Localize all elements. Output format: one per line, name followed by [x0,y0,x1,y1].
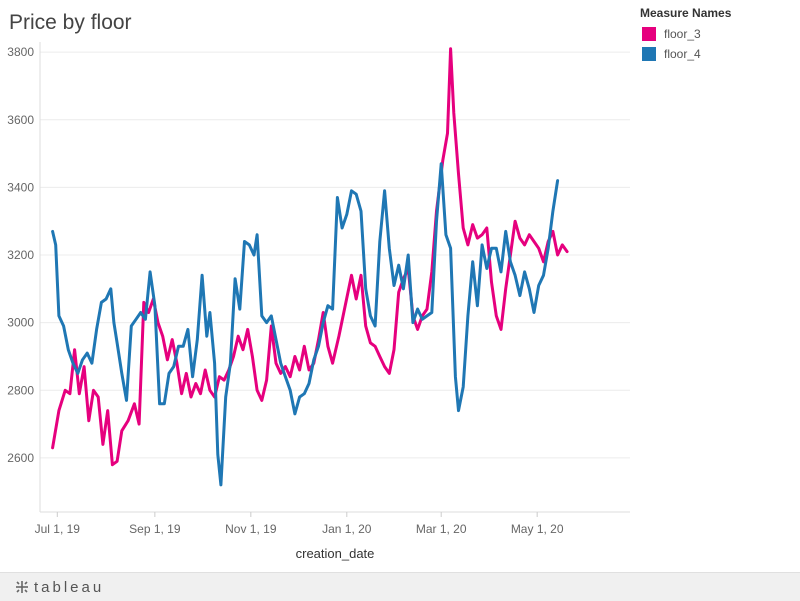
tableau-logo[interactable]: tableau [14,579,104,596]
y-tick-label: 2800 [7,383,34,397]
legend-title: Measure Names [640,6,732,20]
tableau-wordmark: tableau [34,578,105,596]
legend: Measure Names floor_3 floor_4 [640,6,790,64]
y-tick-label: 3000 [7,316,34,330]
legend-label-floor-4: floor_4 [664,47,701,61]
y-tick-label: 3600 [7,113,34,127]
y-tick-label: 3200 [7,248,34,262]
legend-swatch-floor-4 [642,47,656,61]
legend-item-floor-4[interactable]: floor_4 [640,44,790,64]
legend-item-floor-3[interactable]: floor_3 [640,24,790,44]
x-axis-title: creation_date [296,546,375,561]
y-tick-label: 3400 [7,180,34,194]
legend-label-floor-3: floor_3 [664,27,701,41]
x-tick-label: Jul 1, 19 [35,522,81,536]
tableau-mark-icon [16,581,28,593]
y-tick-label: 3800 [7,45,34,59]
x-tick-label: Mar 1, 20 [416,522,467,536]
x-tick-label: Jan 1, 20 [322,522,372,536]
x-tick-label: May 1, 20 [511,522,564,536]
chart-title: Price by floor [9,11,132,34]
y-tick-label: 2600 [7,451,34,465]
x-tick-label: Sep 1, 19 [129,522,181,536]
footer-bar: tableau [0,572,800,601]
line-chart: 2600 2800 3000 3200 3400 3600 3800 Jul 1, 19 Sep… [7,42,630,561]
legend-swatch-floor-3 [642,27,656,41]
series-line-floor-4 [51,162,560,487]
x-tick-label: Nov 1, 19 [225,522,277,536]
